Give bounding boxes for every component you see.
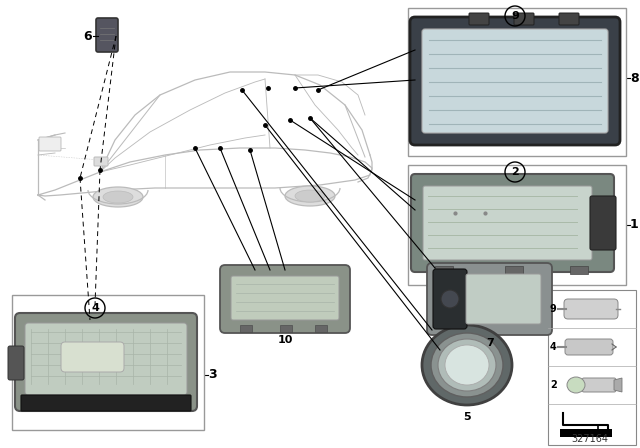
FancyBboxPatch shape	[15, 313, 197, 411]
Ellipse shape	[103, 191, 133, 203]
FancyBboxPatch shape	[408, 165, 626, 285]
Ellipse shape	[431, 333, 503, 397]
Text: 2: 2	[511, 167, 519, 177]
Bar	[505, 266, 523, 274]
FancyBboxPatch shape	[559, 13, 579, 25]
FancyBboxPatch shape	[25, 323, 187, 395]
Ellipse shape	[93, 187, 143, 207]
FancyBboxPatch shape	[12, 295, 204, 430]
FancyBboxPatch shape	[21, 395, 191, 411]
Text: 9: 9	[511, 11, 519, 21]
FancyBboxPatch shape	[469, 13, 489, 25]
Bar	[570, 266, 588, 274]
Text: 4: 4	[91, 303, 99, 313]
FancyBboxPatch shape	[408, 8, 626, 156]
FancyBboxPatch shape	[466, 274, 541, 324]
Bar	[435, 266, 453, 274]
Bar	[280, 325, 292, 332]
Ellipse shape	[285, 186, 335, 206]
FancyBboxPatch shape	[61, 342, 124, 372]
Text: 10: 10	[277, 335, 292, 345]
Polygon shape	[614, 378, 622, 392]
FancyBboxPatch shape	[582, 378, 616, 392]
FancyBboxPatch shape	[565, 339, 613, 355]
FancyBboxPatch shape	[410, 17, 620, 145]
FancyBboxPatch shape	[94, 157, 108, 166]
FancyBboxPatch shape	[564, 299, 618, 319]
Bar	[560, 429, 612, 437]
Ellipse shape	[441, 290, 459, 308]
FancyBboxPatch shape	[422, 29, 608, 133]
Text: 3: 3	[208, 369, 216, 382]
Text: 1: 1	[630, 219, 639, 232]
Ellipse shape	[567, 377, 585, 393]
Ellipse shape	[445, 345, 489, 385]
FancyBboxPatch shape	[423, 186, 592, 260]
FancyBboxPatch shape	[39, 137, 61, 151]
Text: 4: 4	[550, 342, 557, 352]
FancyBboxPatch shape	[427, 263, 552, 335]
Bar	[315, 325, 327, 332]
Ellipse shape	[422, 325, 512, 405]
FancyBboxPatch shape	[514, 13, 534, 25]
Bar	[240, 325, 252, 332]
Ellipse shape	[295, 190, 325, 202]
Text: 9: 9	[550, 304, 557, 314]
FancyBboxPatch shape	[433, 269, 467, 329]
Text: 327164: 327164	[572, 434, 609, 444]
FancyBboxPatch shape	[220, 265, 350, 333]
Text: 5: 5	[463, 412, 471, 422]
FancyBboxPatch shape	[411, 174, 614, 272]
Text: 8: 8	[630, 72, 639, 85]
FancyBboxPatch shape	[96, 18, 118, 52]
Text: 2: 2	[550, 380, 557, 390]
Text: 7: 7	[486, 338, 494, 348]
Text: 6: 6	[83, 30, 92, 43]
Ellipse shape	[438, 339, 496, 391]
FancyBboxPatch shape	[8, 346, 24, 380]
FancyBboxPatch shape	[231, 276, 339, 320]
Bar	[548, 290, 636, 445]
FancyBboxPatch shape	[590, 196, 616, 250]
